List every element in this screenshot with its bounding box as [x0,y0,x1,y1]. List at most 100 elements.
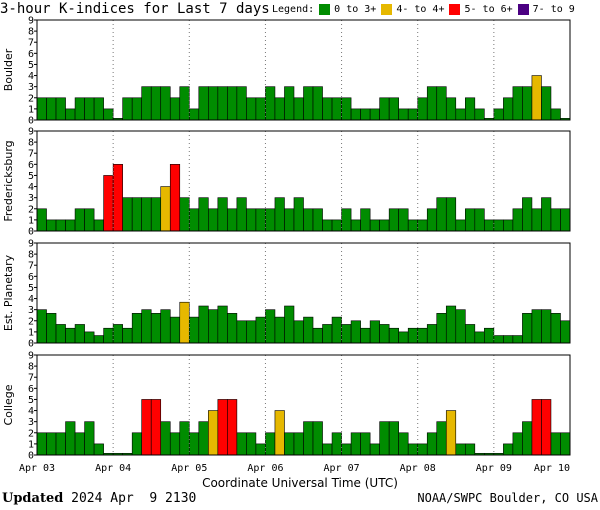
k-index-bar [484,327,495,344]
y-tick-label: 5 [28,395,34,406]
k-index-bar [541,309,552,344]
k-index-bar [150,399,162,456]
k-index-bar [474,331,485,344]
k-index-bar [227,313,238,344]
k-index-bar [303,316,314,344]
chart-title: 3-hour K-indices for Last 7 days [0,1,270,17]
legend-label: Legend: [272,4,315,15]
k-index-bar [312,421,323,456]
k-index-bar [236,86,247,121]
k-index-bar [436,86,447,121]
k-index-bar [407,327,419,344]
y-tick-label: 4 [28,406,34,417]
k-index-bar [312,208,323,232]
k-index-bar [417,219,428,232]
y-tick-label: 8 [28,138,34,149]
k-index-bar [341,208,352,232]
y-tick-label: 4 [28,294,34,305]
k-index-bar [169,316,181,344]
k-index-bar [503,335,514,344]
k-index-bar [350,108,361,121]
panel-frame [36,354,571,456]
k-index-bar [445,97,457,121]
k-index-bar [65,327,76,344]
k-index-bar [531,208,542,232]
k-index-bar [46,219,57,232]
x-tick-label: Apr 03 [19,463,55,474]
k-index-bar [188,108,200,121]
x-tick-label: Apr 08 [400,463,436,474]
k-index-bar [455,219,466,232]
y-tick-label: 6 [28,272,34,283]
updated-value: 2024 Apr 9 2130 [71,491,197,506]
k-index-bar [265,86,276,121]
panel-frame [36,130,571,232]
legend-swatch-yellow [381,4,393,15]
k-index-bar [84,97,95,121]
x-tick-label: Apr 04 [95,463,131,474]
k-index-bar [331,316,342,344]
k-index-bar [512,86,523,121]
k-index-bar [141,197,152,232]
k-index-bar [379,421,390,456]
k-index-bar [331,219,342,232]
k-index-bar [122,327,133,344]
k-index-bar [541,86,552,121]
panel-ylabel: Boulder [2,48,15,91]
source-credit: NOAA/SWPC Boulder, CO USA [417,491,598,505]
y-tick-label: 1 [28,104,34,115]
legend-swatch-red [449,4,461,15]
k-index-bar [293,197,304,232]
k-index-bar [541,197,552,232]
k-index-bar [36,97,47,121]
y-tick-label: 3 [28,305,34,316]
k-index-bar [522,197,533,232]
k-index-bar [550,313,561,344]
k-index-bar [379,219,390,232]
k-index-bar [255,208,266,232]
k-index-bar [341,324,352,344]
k-index-bar [503,443,514,456]
panel-ylabel: College [2,384,15,425]
legend-text: 0 to 3+ [334,4,377,15]
k-index-bar [93,443,104,456]
k-index-bar [331,97,342,121]
k-index-bar [169,432,181,456]
k-index-bar [160,421,171,456]
k-index-bar [322,219,333,232]
y-tick-label: 2 [28,428,34,439]
k-index-bar [407,108,419,121]
k-index-bar [369,219,380,232]
k-index-bar [503,219,514,232]
k-index-bar [198,197,209,232]
k-index-bar [407,443,419,456]
k-index-bar [65,421,76,456]
y-tick-label: 0 [28,116,34,127]
k-index-bar [388,208,399,232]
k-index-bar [122,97,133,121]
k-index-bar [236,432,247,456]
k-index-bar [112,164,123,232]
k-index-bar [46,97,57,121]
k-index-bar [246,320,257,344]
k-index-bar [160,186,171,232]
k-index-bar [46,313,57,344]
k-index-bar [255,316,266,344]
k-index-bar [426,432,438,456]
k-index-bar [484,219,495,232]
k-index-bar [322,443,333,456]
k-index-bar [360,208,371,232]
k-index-bar [284,86,295,121]
y-tick-label: 5 [28,171,34,182]
k-index-bar [265,432,276,456]
k-index-bar [493,219,504,232]
k-index-bar [160,309,171,344]
x-tick-label: Apr 09 [476,463,512,474]
k-index-bar [455,108,466,121]
k-index-bar [531,399,542,456]
k-index-bar [179,86,190,121]
y-tick-label: 2 [28,316,34,327]
k-index-bar [465,208,476,232]
k-index-bar [455,443,466,456]
k-index-bar [217,86,228,121]
